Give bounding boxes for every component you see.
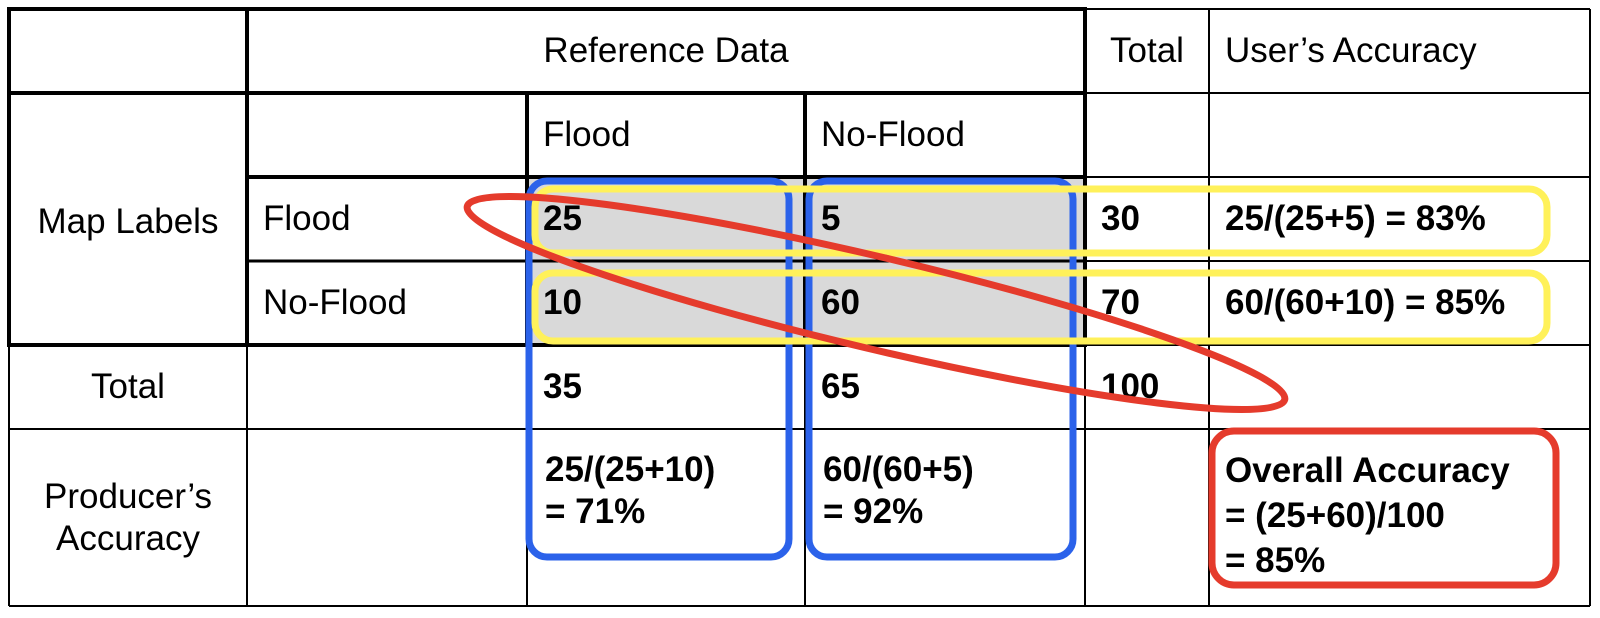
overall-accuracy-formula: = (25+60)/100 [1225,495,1445,535]
producers-accuracy-line1: Producer’s [44,476,212,516]
producers-accuracy-noflood-line1: 60/(60+5) [823,450,974,489]
producers-accuracy-flood-line2: = 71% [545,492,646,531]
producers-accuracy-noflood-line2: = 92% [823,492,924,531]
producers-accuracy-no-flood: 60/(60+5) = 92% [805,429,1085,606]
overall-accuracy: Overall Accuracy = (25+60)/100 = 85% [1209,429,1590,606]
row-total-flood: 30 [1101,199,1140,238]
producers-accuracy-line2: Accuracy [56,518,200,558]
producers-flood-highlight [525,177,793,561]
users-accuracy-flood: 25/(25+5) = 83% [1225,199,1486,238]
reference-data-header: Reference Data [543,31,789,70]
diagonal-highlight [463,193,1289,413]
users-accuracy-no-flood: 60/(60+10) = 85% [1225,283,1506,322]
users-flood-highlight [531,185,1551,257]
row-label-flood: Flood [263,199,351,238]
overall-accuracy-highlight [1208,427,1560,589]
matrix-value-flood-noflood: 5 [821,199,841,238]
matrix-value-noflood-noflood: 60 [821,283,860,322]
column-total-flood: 35 [543,367,582,406]
overall-accuracy-title: Overall Accuracy [1225,451,1510,490]
map-labels-header: Map Labels [37,202,219,241]
column-header-flood: Flood [543,115,631,154]
matrix-value-noflood-flood: 10 [543,283,582,322]
producers-accuracy-flood-line1: 25/(25+10) [545,450,716,489]
producers-accuracy-flood: 25/(25+10) = 71% [527,429,805,606]
column-total-no-flood: 65 [821,367,860,406]
row-label-total: Total [91,367,165,406]
producers-noflood-highlight [805,177,1077,561]
overall-accuracy-result: = 85% [1225,540,1326,580]
users-accuracy-header: User’s Accuracy [1225,31,1477,70]
row-label-producers-accuracy: Producer’s Accuracy [9,429,247,606]
matrix-value-flood-flood: 25 [543,199,582,238]
row-label-no-flood: No-Flood [263,283,407,322]
total-column-header: Total [1110,31,1184,70]
column-header-no-flood: No-Flood [821,115,965,154]
users-noflood-highlight [531,269,1551,345]
